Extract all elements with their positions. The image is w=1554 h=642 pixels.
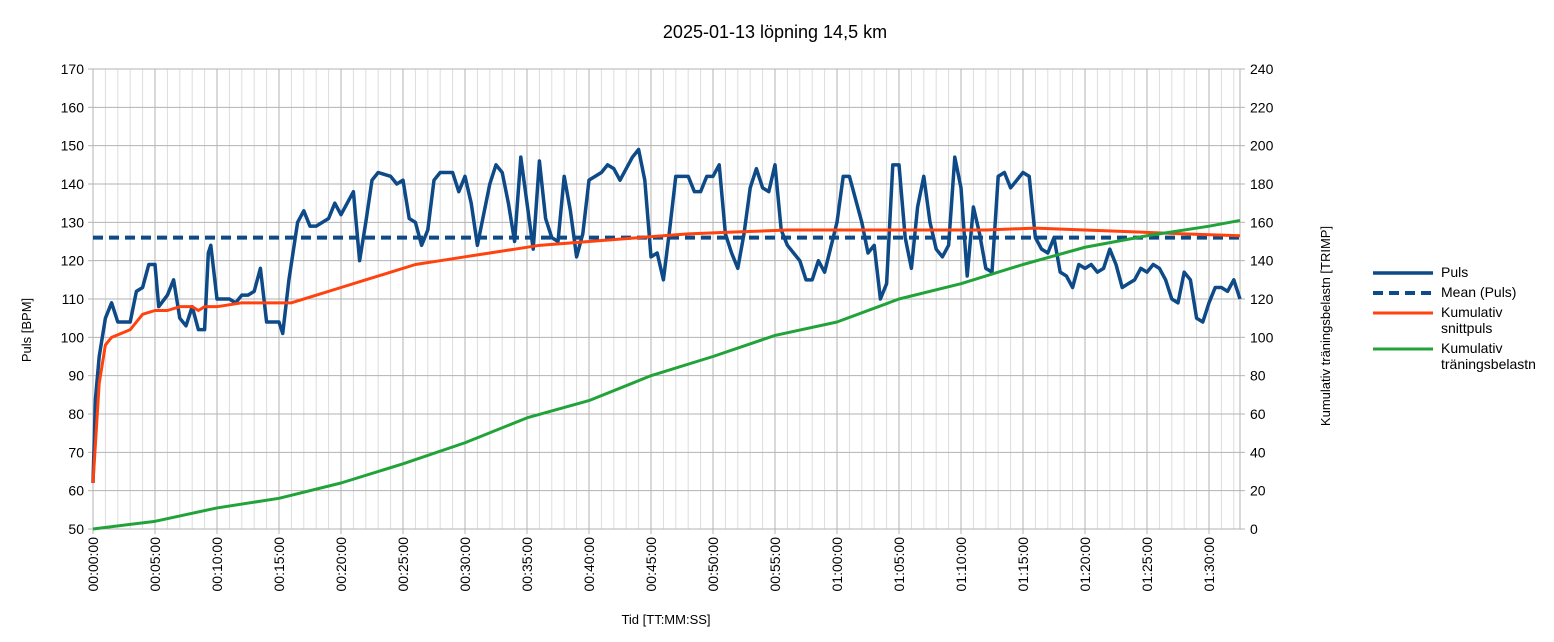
y-axis-label: Puls [BPM] (19, 298, 34, 362)
x-tick-label: 01:20:00 (1077, 537, 1093, 592)
legend-item: Mean (Puls) (1373, 284, 1553, 300)
y-tick-label: 60 (68, 483, 84, 499)
y2-axis-label: Kumulativ träningsbelastn [TRIMP] (1318, 226, 1333, 426)
legend-item: Kumulativ snittpuls (1373, 304, 1553, 336)
x-tick-label: 00:35:00 (519, 537, 535, 592)
x-tick-label: 00:30:00 (457, 537, 473, 592)
legend-swatch (1373, 347, 1433, 351)
series-line (91, 147, 1242, 484)
x-tick-label: 00:50:00 (705, 537, 721, 592)
x-tick-label: 00:05:00 (147, 537, 163, 592)
series-line (92, 218, 1241, 531)
y-tick-label: 70 (68, 444, 84, 460)
y2-tick-label: 160 (1250, 214, 1274, 230)
y-tick-label: 90 (68, 368, 84, 384)
series-line (91, 226, 1241, 484)
x-tick-label: 00:40:00 (581, 537, 597, 592)
legend-label: Mean (Puls) (1441, 284, 1517, 300)
y2-tick-label: 200 (1250, 138, 1274, 154)
legend-swatch (1373, 311, 1433, 315)
y2-tick-label: 220 (1250, 99, 1274, 115)
chart-title: 2025-01-13 löpning 14,5 km (663, 22, 887, 42)
legend-swatch (1373, 271, 1433, 275)
y-tick-label: 140 (61, 176, 85, 192)
x-tick-label: 00:20:00 (333, 537, 349, 592)
x-tick-label: 01:10:00 (953, 537, 969, 592)
x-tick-label: 00:25:00 (395, 537, 411, 592)
x-tick-label: 01:05:00 (891, 537, 907, 592)
y2-tick-label: 180 (1250, 176, 1274, 192)
x-axis-label: Tid [TT:MM:SS] (621, 612, 710, 627)
legend-label: Kumulativ snittpuls (1441, 304, 1503, 336)
y-tick-label: 150 (61, 138, 85, 154)
legend-item: Puls (1373, 264, 1553, 280)
y2-tick-label: 240 (1250, 61, 1274, 77)
y-tick-label: 100 (61, 329, 85, 345)
legend-label: Kumulativ träningsbelastn (1441, 340, 1536, 372)
y2-tick-label: 100 (1250, 329, 1274, 345)
x-tick-label: 01:30:00 (1201, 537, 1217, 592)
y2-tick-label: 20 (1250, 483, 1266, 499)
x-tick-label: 00:55:00 (767, 537, 783, 592)
y2-tick-label: 60 (1250, 406, 1266, 422)
legend-swatch (1373, 291, 1433, 295)
y-tick-label: 170 (61, 61, 85, 77)
x-tick-label: 00:00:00 (85, 537, 101, 592)
y-tick-label: 80 (68, 406, 84, 422)
y-tick-label: 160 (61, 99, 85, 115)
y2-tick-label: 40 (1250, 444, 1266, 460)
x-tick-label: 01:00:00 (829, 537, 845, 592)
y2-tick-label: 0 (1250, 521, 1258, 537)
x-tick-label: 01:15:00 (1015, 537, 1031, 592)
y2-tick-label: 80 (1250, 368, 1266, 384)
legend-label: Puls (1441, 264, 1469, 280)
x-tick-label: 01:25:00 (1139, 537, 1155, 592)
x-tick-label: 00:15:00 (271, 537, 287, 592)
y-tick-label: 50 (68, 521, 84, 537)
x-tick-label: 00:10:00 (209, 537, 225, 592)
y-tick-label: 120 (61, 253, 85, 269)
legend: Puls Mean (Puls) Kumulativ snittpuls Kumula… (1373, 264, 1553, 376)
y-tick-label: 110 (62, 291, 85, 307)
y2-tick-label: 120 (1250, 291, 1274, 307)
y-tick-label: 130 (61, 214, 85, 230)
y2-tick-label: 140 (1250, 253, 1274, 269)
legend-item: Kumulativ träningsbelastn (1373, 340, 1553, 372)
x-tick-label: 00:45:00 (643, 537, 659, 592)
